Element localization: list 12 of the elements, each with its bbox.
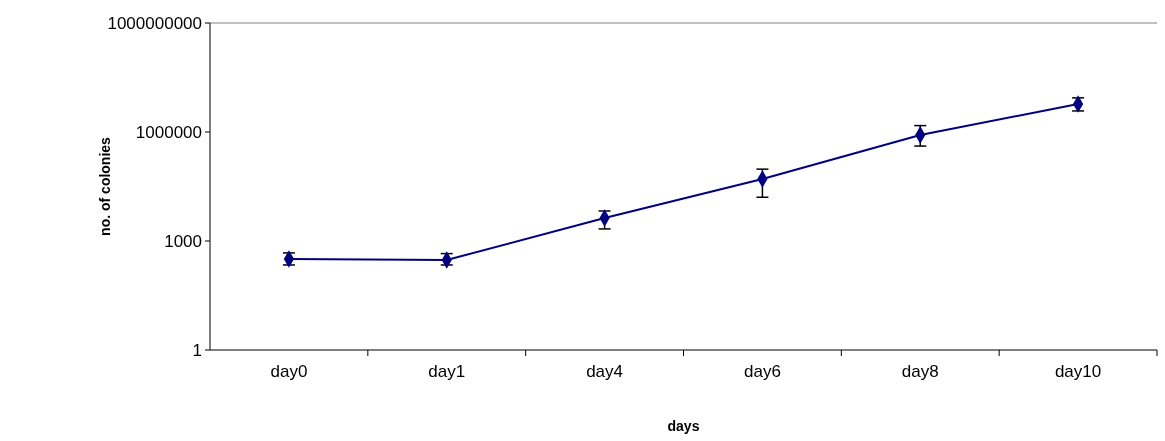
x-axis-title: days — [667, 418, 700, 434]
y-tick-label: 1000000 — [135, 122, 202, 142]
x-tick-label: day4 — [586, 362, 624, 381]
y-tick-label: 1 — [192, 340, 202, 360]
x-tick-label: day6 — [743, 362, 781, 381]
y-tick-label: 1000000000 — [107, 13, 202, 33]
x-tick-label: day8 — [901, 362, 939, 381]
y-axis-title: no. of colonies — [97, 136, 113, 236]
y-tick-label: 1000 — [164, 231, 202, 251]
x-tick-label: day0 — [270, 362, 308, 381]
x-tick-label: day1 — [428, 362, 466, 381]
x-tick-label: day10 — [1054, 362, 1102, 381]
